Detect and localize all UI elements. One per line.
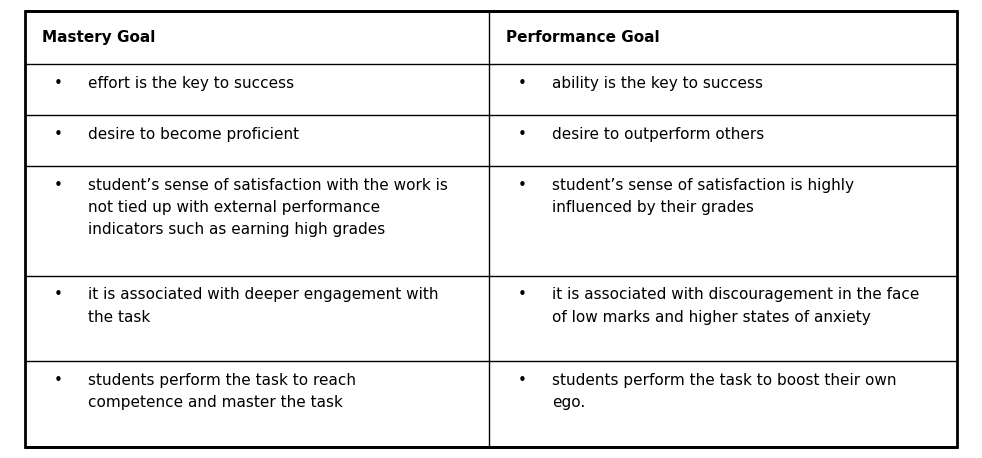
Text: it is associated with deeper engagement with
the task: it is associated with deeper engagement … — [88, 288, 439, 325]
Text: desire to outperform others: desire to outperform others — [552, 127, 765, 142]
Text: •: • — [518, 76, 527, 91]
Text: •: • — [54, 178, 63, 193]
Text: effort is the key to success: effort is the key to success — [88, 76, 295, 91]
Text: it is associated with discouragement in the face
of low marks and higher states : it is associated with discouragement in … — [552, 288, 920, 325]
Text: desire to become proficient: desire to become proficient — [88, 127, 300, 142]
Text: Performance Goal: Performance Goal — [506, 30, 660, 45]
Text: Mastery Goal: Mastery Goal — [42, 30, 155, 45]
Text: •: • — [54, 76, 63, 91]
Text: •: • — [54, 288, 63, 302]
Text: •: • — [54, 127, 63, 142]
Text: ability is the key to success: ability is the key to success — [552, 76, 763, 91]
Text: student’s sense of satisfaction with the work is
not tied up with external perfo: student’s sense of satisfaction with the… — [88, 178, 448, 237]
Text: •: • — [518, 288, 527, 302]
Text: students perform the task to boost their own
ego.: students perform the task to boost their… — [552, 373, 897, 410]
Text: •: • — [518, 127, 527, 142]
Text: •: • — [518, 178, 527, 193]
Text: •: • — [518, 373, 527, 388]
Text: student’s sense of satisfaction is highly
influenced by their grades: student’s sense of satisfaction is highl… — [552, 178, 854, 215]
Text: students perform the task to reach
competence and master the task: students perform the task to reach compe… — [88, 373, 356, 410]
Text: •: • — [54, 373, 63, 388]
